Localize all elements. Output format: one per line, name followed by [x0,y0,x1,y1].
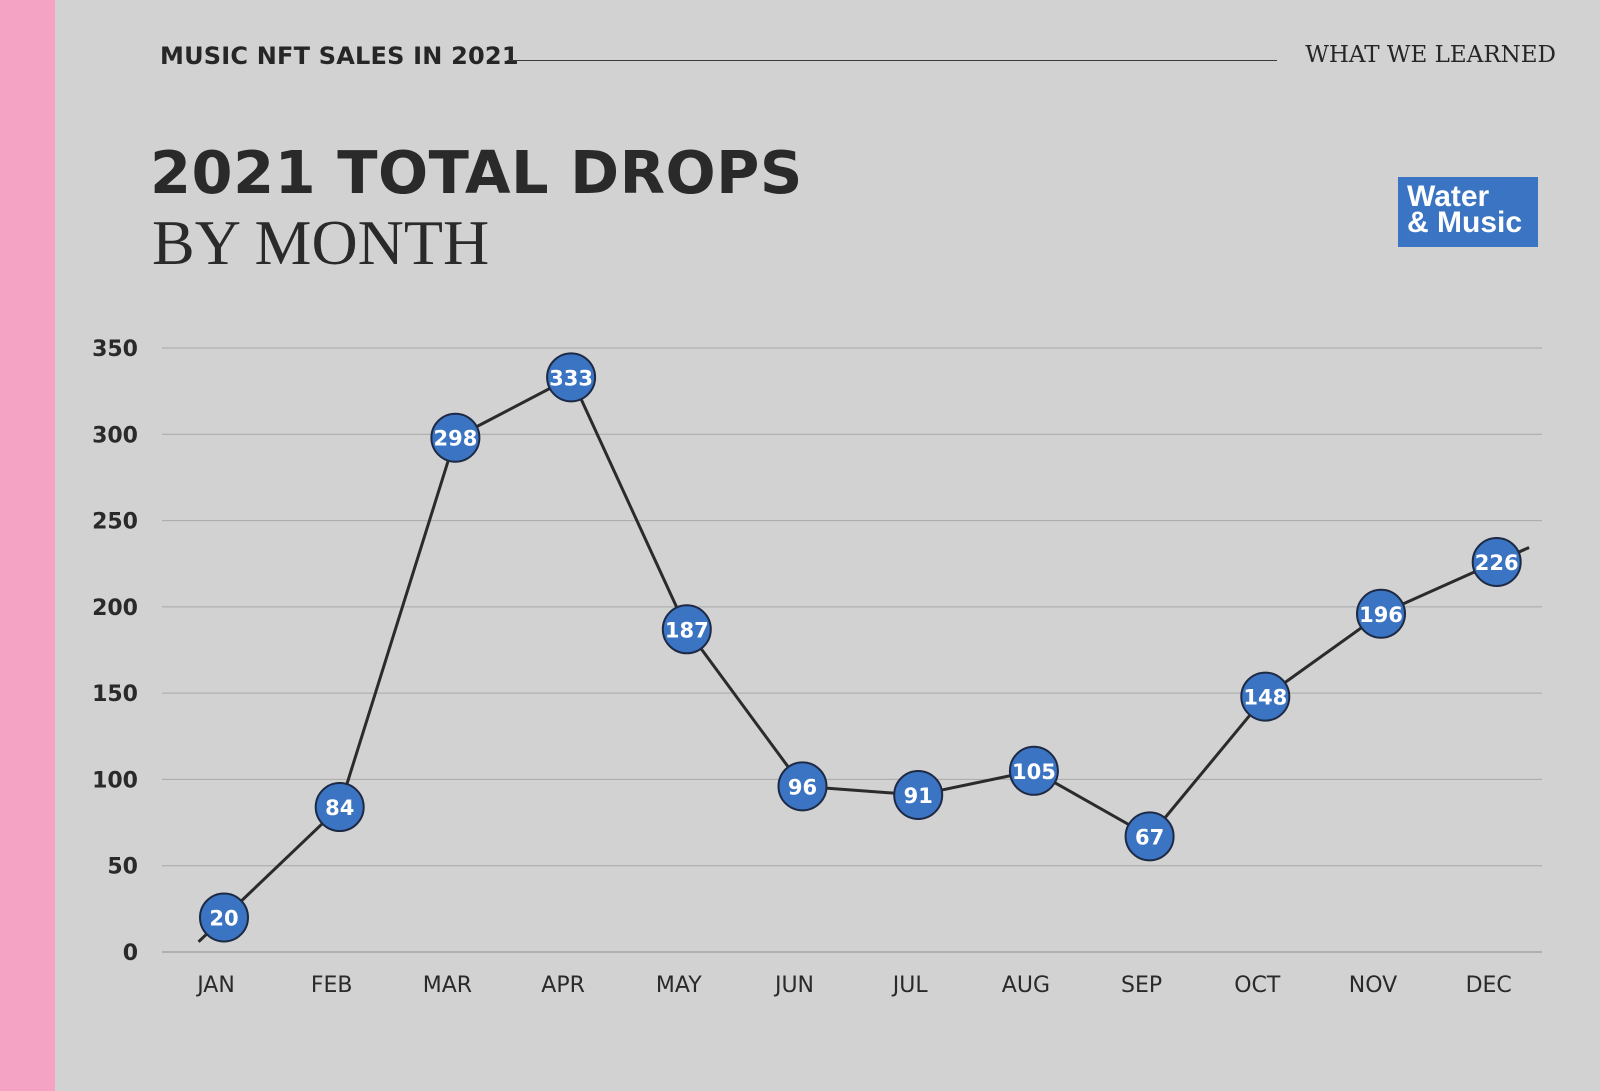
y-tick-label: 0 [123,941,138,966]
y-tick-label: 150 [92,682,138,707]
data-label: 84 [325,796,354,820]
data-label: 96 [788,775,817,799]
data-label: 148 [1243,686,1287,710]
section-label: MUSIC NFT SALES IN 2021 [160,42,519,70]
data-label: 20 [209,906,238,930]
y-tick-label: 250 [92,510,138,535]
data-label: 226 [1475,551,1519,575]
y-tick-label: 50 [107,855,138,880]
x-tick-label: JUN [773,973,814,998]
x-tick-label: OCT [1234,973,1281,998]
section-subtitle: WHAT WE LEARNED [1305,42,1556,68]
data-point-marker [314,782,365,833]
data-point-marker [1124,811,1175,862]
logo-line-2: & Music [1407,206,1523,239]
data-point-marker [893,769,944,820]
logo-line-1: Water [1407,180,1490,213]
y-tick-label: 350 [92,337,138,362]
x-tick-label: AUG [1002,973,1050,998]
x-tick-label: APR [541,973,585,998]
x-tick-label: SEP [1121,973,1162,998]
data-point-marker [1471,536,1522,587]
data-point-marker [661,604,712,655]
data-point-marker [1356,588,1406,639]
x-tick-label: MAY [656,973,702,998]
water-and-music-logo: Water & Music [1398,177,1538,247]
y-tick-label: 300 [92,423,138,448]
y-tick-label: 100 [92,768,138,793]
x-tick-label: JUL [891,973,929,998]
data-point-marker [1008,745,1059,796]
accent-stripe [0,0,55,1091]
header-divider [507,60,1277,61]
x-tick-label: NOV [1349,973,1397,998]
x-tick-label: FEB [311,973,353,998]
data-label: 333 [549,366,593,390]
data-point-marker [777,761,828,812]
data-point-marker [1240,671,1291,722]
x-tick-label: DEC [1466,973,1512,998]
x-tick-label: MAR [423,973,472,998]
data-label: 105 [1012,760,1056,784]
data-point-marker [430,412,481,463]
data-point-marker [546,352,597,403]
chart-title: 2021 TOTAL DROPS [150,138,803,207]
data-label: 67 [1135,825,1164,849]
data-label: 187 [665,618,709,642]
x-tick-label: JAN [195,973,235,998]
data-label: 91 [904,784,933,808]
data-label: 196 [1359,603,1403,627]
y-tick-label: 200 [92,596,138,621]
series-line [197,375,1530,943]
data-label: 298 [433,427,477,451]
data-point-marker [199,892,249,943]
chart-subtitle: BY MONTH [152,207,490,278]
